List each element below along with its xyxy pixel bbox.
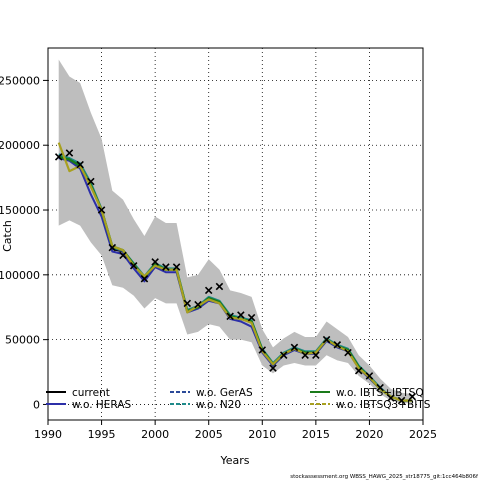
observed-catch-marker: [204, 286, 213, 295]
observed-catch-marker: [151, 258, 159, 266]
plot-region: 1990 1995 2000 2005 2010 2015 2020 2025 0 50000 10…: [0, 47, 437, 441]
y-tick-label: 0: [33, 398, 40, 411]
observed-catch-marker: [258, 346, 267, 354]
observed-catch-marker: [279, 351, 288, 359]
observed-catch-marker: [344, 348, 352, 357]
x-tick-label: 2005: [195, 428, 223, 441]
observed-catch-marker: [247, 313, 256, 322]
observed-catch-marker: [172, 263, 181, 271]
observed-catch-marker: [129, 261, 138, 270]
y-axis-title: Catch: [1, 220, 14, 252]
observed-catch-marker: [162, 263, 170, 271]
observed-catch-marker: [183, 299, 192, 308]
observed-catch-marker: [87, 177, 95, 186]
confidence-band: [58, 59, 413, 404]
observed-catch-marker: [140, 274, 149, 283]
series-line-w-o-ibtsq3-bits: [57, 142, 413, 402]
legend-label: w.o. HERAS: [72, 399, 131, 411]
x-tick-label: 1995: [88, 428, 116, 441]
x-axis-title: Years: [219, 454, 249, 467]
x-tick-label: 1990: [34, 428, 62, 441]
observed-catch-marker: [365, 372, 374, 380]
observed-catch-marker: [108, 243, 117, 252]
x-tick-label: 2025: [409, 428, 437, 441]
observed-catch-marker: [387, 394, 395, 402]
x-tick-label: 2020: [355, 428, 383, 441]
x-tick-label: 2015: [302, 428, 330, 441]
observed-catch-marker: [119, 251, 127, 260]
observed-catch-marker: [397, 396, 406, 405]
observed-catch-marker: [194, 300, 202, 309]
observed-catch-marker: [269, 364, 277, 372]
legend-label: w.o. IBTS+IBTSQ: [336, 387, 424, 399]
plot-frame: [47, 47, 424, 421]
observed-catch-marker: [290, 343, 299, 352]
observed-catch-marker: [65, 149, 74, 157]
observed-catch-marker: [215, 282, 224, 291]
observed-catch-marker: [54, 153, 63, 161]
observed-catch-marker: [354, 366, 363, 375]
observed-catch-marker: [408, 392, 417, 401]
x-tick-label: 2000: [141, 428, 169, 441]
observed-catch-marker: [97, 206, 106, 214]
legend-label: current: [72, 387, 110, 399]
observed-catch-marker: [226, 312, 234, 321]
y-tick-label: 250000: [0, 74, 40, 87]
observed-catch-marker: [376, 383, 384, 392]
observed-catch-marker: [312, 351, 320, 359]
legend-label: w.o. GerAS: [196, 387, 253, 399]
observed-catch-marker: [301, 351, 309, 359]
observed-catch-marker: [322, 335, 331, 344]
y-tick-label: 50000: [5, 334, 40, 347]
observed-catch-marker: [237, 311, 245, 319]
observed-catch-marker: [76, 160, 84, 169]
legend-label: w.o. N20: [196, 399, 241, 411]
y-tick-label: 100000: [0, 269, 40, 282]
legend-label: w.o. IBTSQ3+BITS: [336, 399, 431, 411]
footer-text: stockassessment.org WBSS_HAWG_2025_str18…: [290, 474, 479, 480]
y-tick-label: 200000: [0, 139, 40, 152]
observed-catch-marker: [333, 341, 342, 349]
y-tick-label: 150000: [0, 204, 40, 217]
x-tick-label: 2010: [248, 428, 276, 441]
